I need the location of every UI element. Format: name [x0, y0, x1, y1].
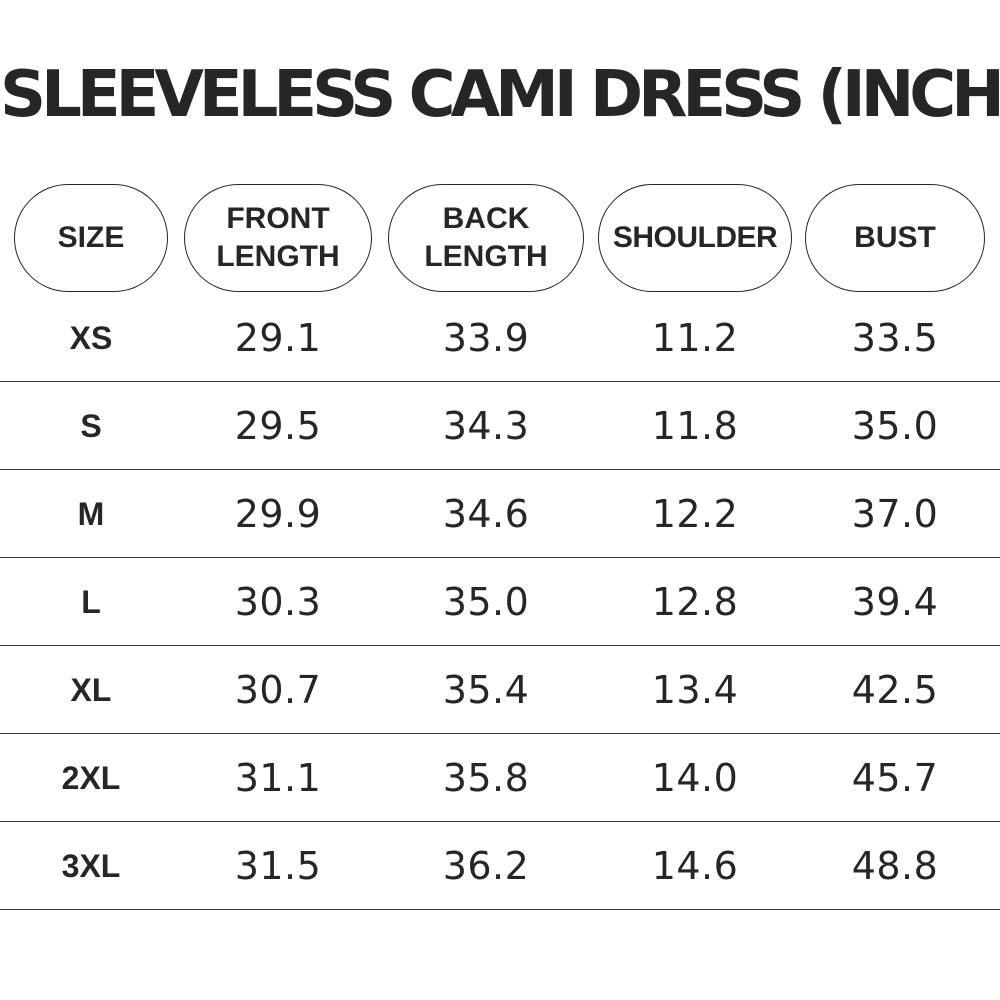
cell-size: XL — [70, 672, 112, 708]
cell-front-length: 30.7 — [234, 668, 322, 712]
cell-front-length: 29.9 — [234, 492, 322, 536]
table-row: 2XL 31.1 35.8 14.0 45.7 — [0, 734, 1000, 822]
header-front-length: FRONT LENGTH — [184, 184, 372, 292]
cell-shoulder: 14.6 — [651, 844, 739, 888]
cell-size: S — [80, 408, 102, 444]
row-divider — [0, 909, 1000, 910]
cell-back-length: 34.3 — [442, 404, 530, 448]
cell-back-length: 33.9 — [442, 316, 530, 360]
cell-front-length: 31.1 — [234, 756, 322, 800]
table-row: XL 30.7 35.4 13.4 42.5 — [0, 646, 1000, 734]
cell-front-length: 29.5 — [234, 404, 322, 448]
row-divider — [0, 557, 1000, 558]
row-divider — [0, 469, 1000, 470]
cell-front-length: 30.3 — [234, 580, 322, 624]
cell-size: 3XL — [61, 848, 121, 884]
cell-front-length: 31.5 — [234, 844, 322, 888]
header-back-length-label: BACK LENGTH — [424, 202, 548, 273]
cell-bust: 42.5 — [851, 668, 939, 712]
cell-shoulder: 12.8 — [651, 580, 739, 624]
cell-back-length: 35.8 — [442, 756, 530, 800]
row-divider — [0, 381, 1000, 382]
cell-shoulder: 12.2 — [651, 492, 739, 536]
table-row: M 29.9 34.6 12.2 37.0 — [0, 470, 1000, 558]
cell-size: M — [77, 496, 105, 532]
cell-bust: 45.7 — [851, 756, 939, 800]
header-shoulder: SHOULDER — [598, 184, 792, 292]
cell-back-length: 36.2 — [442, 844, 530, 888]
row-divider — [0, 733, 1000, 734]
cell-front-length: 29.1 — [234, 316, 322, 360]
cell-bust: 33.5 — [851, 316, 939, 360]
cell-bust: 35.0 — [851, 404, 939, 448]
header-bust-label: BUST — [854, 221, 936, 254]
cell-shoulder: 11.2 — [651, 316, 739, 360]
table-row: 3XL 31.5 36.2 14.6 48.8 — [0, 822, 1000, 910]
header-shoulder-label: SHOULDER — [612, 221, 778, 254]
cell-back-length: 35.4 — [442, 668, 530, 712]
header-size: SIZE — [14, 184, 168, 292]
cell-size: XS — [69, 320, 113, 356]
cell-shoulder: 13.4 — [651, 668, 739, 712]
page-title: SLEEVELESS CAMI DRESS (INCH) — [0, 58, 1000, 132]
cell-size: L — [81, 584, 101, 620]
header-front-length-label: FRONT LENGTH — [216, 202, 340, 273]
cell-back-length: 35.0 — [442, 580, 530, 624]
cell-bust: 48.8 — [851, 844, 939, 888]
cell-bust: 37.0 — [851, 492, 939, 536]
cell-back-length: 34.6 — [442, 492, 530, 536]
cell-size: 2XL — [61, 760, 121, 796]
table-row: S 29.5 34.3 11.8 35.0 — [0, 382, 1000, 470]
row-divider — [0, 645, 1000, 646]
header-size-label: SIZE — [57, 221, 125, 254]
table-row: L 30.3 35.0 12.8 39.4 — [0, 558, 1000, 646]
cell-shoulder: 11.8 — [651, 404, 739, 448]
header-back-length: BACK LENGTH — [388, 184, 584, 292]
cell-bust: 39.4 — [851, 580, 939, 624]
table-row: XS 29.1 33.9 11.2 33.5 — [0, 294, 1000, 382]
header-bust: BUST — [805, 184, 985, 292]
row-divider — [0, 821, 1000, 822]
cell-shoulder: 14.0 — [651, 756, 739, 800]
